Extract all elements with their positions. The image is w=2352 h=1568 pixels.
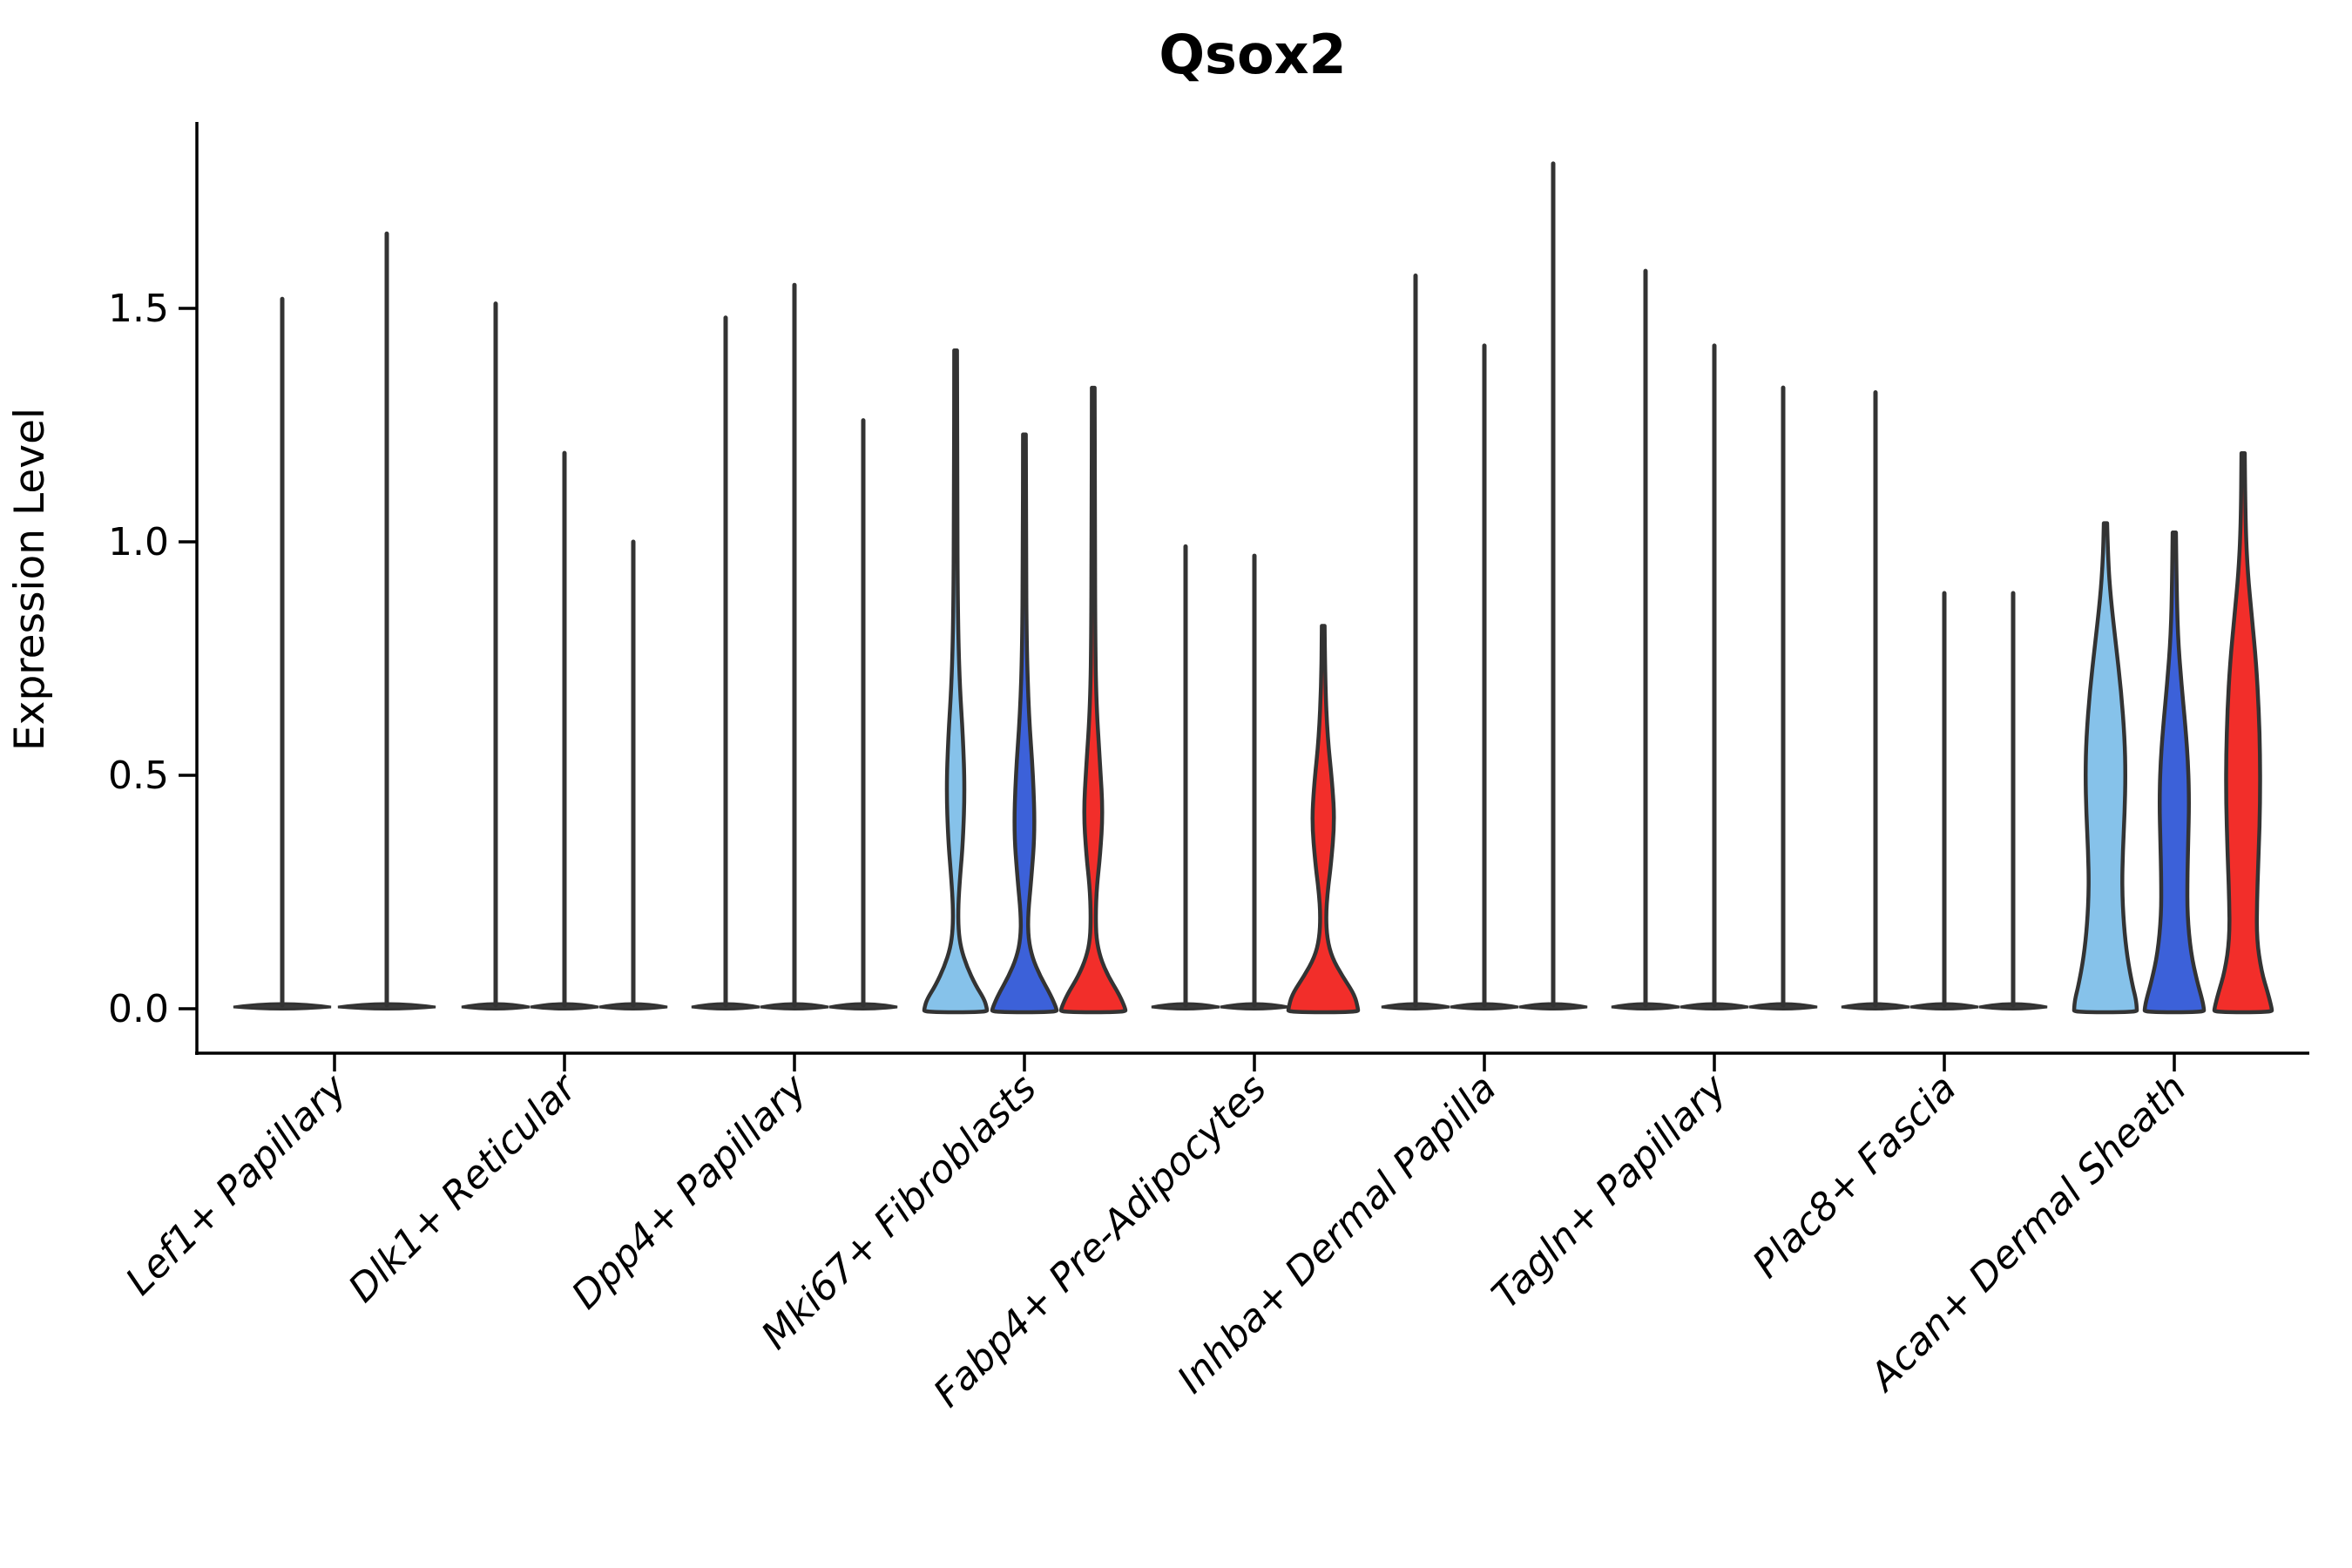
violin-body-8-1 bbox=[2142, 531, 2207, 1015]
violin-group-0 bbox=[233, 231, 436, 1010]
x-tick-label: Dlk1+ Reticular bbox=[340, 1064, 586, 1311]
violin-group-1 bbox=[461, 301, 668, 1010]
violin-group-7 bbox=[1841, 389, 2048, 1010]
violin-group-4 bbox=[1151, 544, 1361, 1015]
violin-body-8-0 bbox=[2072, 521, 2139, 1015]
violin-body-8-2 bbox=[2212, 450, 2274, 1015]
violin-group-8 bbox=[2072, 450, 2274, 1015]
y-tick-label: 1.0 bbox=[108, 520, 169, 564]
violin-body-4-2 bbox=[1286, 624, 1361, 1015]
y-tick-label: 1.5 bbox=[108, 287, 169, 331]
violin-body-3-2 bbox=[1058, 385, 1128, 1015]
violin-body-3-0 bbox=[922, 348, 990, 1015]
x-tick-label: Tagln+ Papillary bbox=[1484, 1065, 1735, 1317]
x-tick-label: Plac8+ Fascia bbox=[1744, 1066, 1964, 1287]
violin-group-3 bbox=[922, 348, 1128, 1015]
x-tick-label: Lef1+ Papillary bbox=[118, 1065, 356, 1304]
x-tick-label: Dpp4+ Papillary bbox=[564, 1065, 816, 1318]
violins-layer bbox=[233, 161, 2274, 1015]
y-axis-label: Expression Level bbox=[6, 408, 54, 751]
violin-body-3-1 bbox=[990, 432, 1059, 1015]
violin-group-6 bbox=[1611, 268, 1818, 1010]
y-tick-label: 0.5 bbox=[108, 754, 169, 798]
chart-title: Qsox2 bbox=[1159, 23, 1346, 86]
violin-group-5 bbox=[1381, 161, 1588, 1010]
violin-group-2 bbox=[691, 282, 898, 1010]
y-tick-label: 0.0 bbox=[108, 987, 169, 1031]
